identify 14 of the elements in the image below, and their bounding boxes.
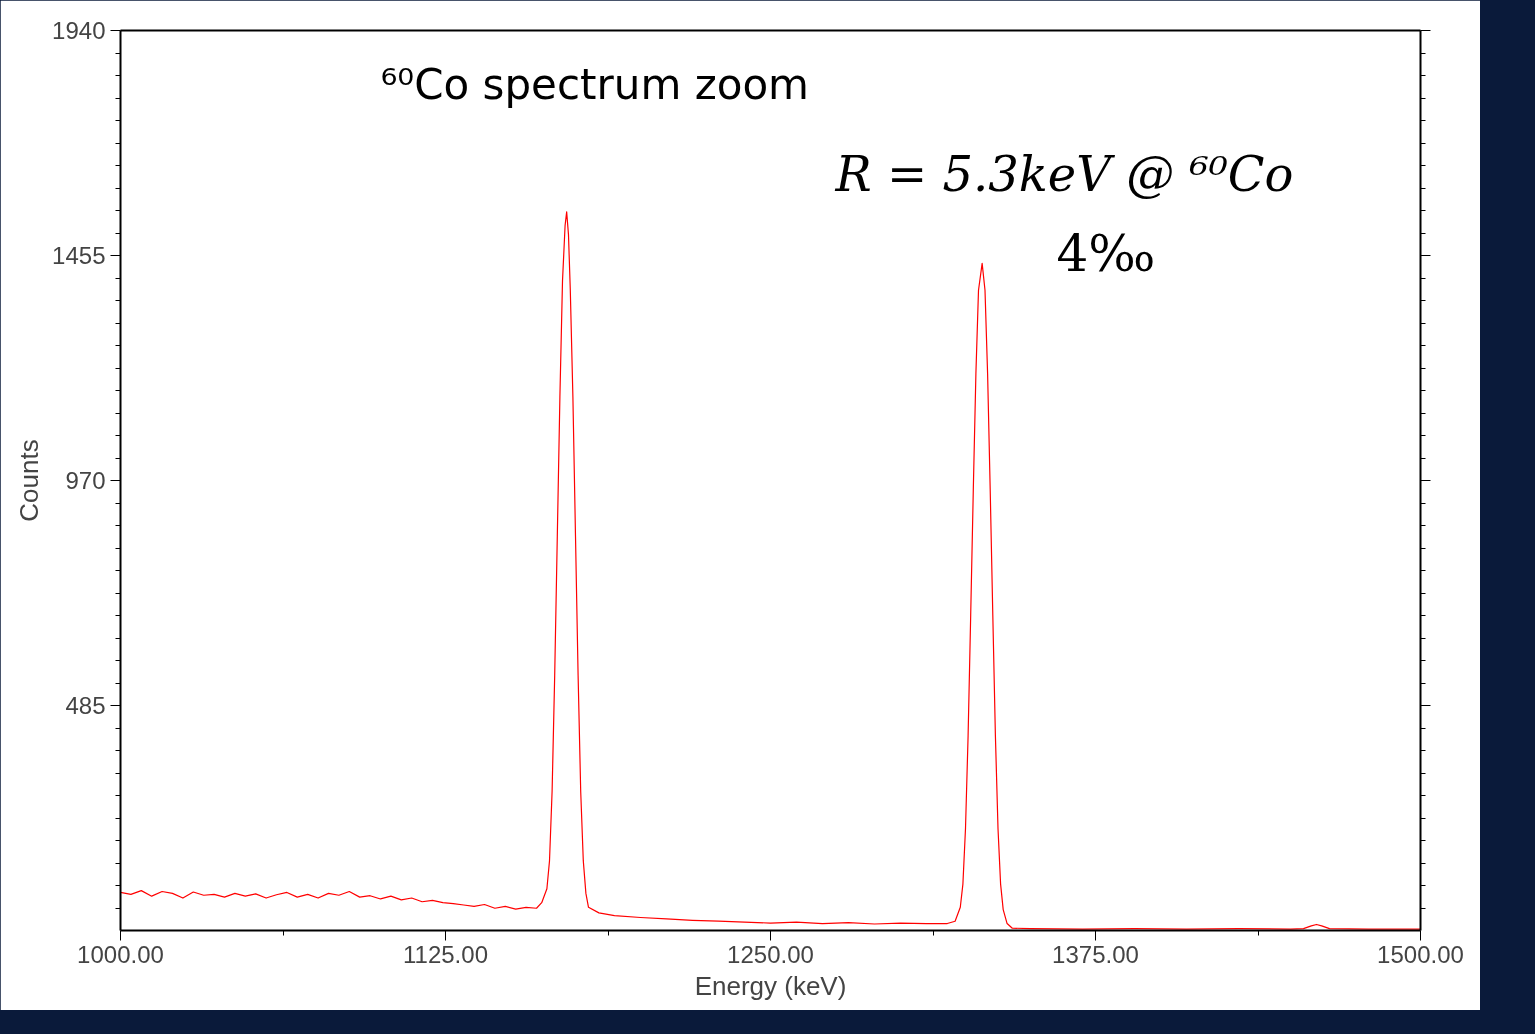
y-tick-label: 485	[65, 692, 106, 719]
x-tick-label: 1500.00	[1377, 940, 1464, 968]
annotation: R = 5.3keV @ ⁶⁰Co	[834, 146, 1294, 203]
y-tick-label: 970	[65, 467, 106, 494]
y-tick-label: 1940	[52, 17, 106, 44]
y-tick-label: 1455	[52, 242, 106, 269]
y-axis-title: Counts	[14, 439, 45, 522]
x-tick-label: 1250.00	[727, 940, 814, 968]
x-axis-title: Energy (keV)	[694, 970, 847, 1001]
annotation: ⁶⁰Co spectrum zoom	[380, 60, 809, 110]
x-tick-label: 1375.00	[1052, 940, 1139, 968]
annotation: 4‰	[1056, 225, 1156, 284]
x-tick-label: 1000.00	[77, 940, 164, 968]
x-tick-label: 1125.00	[403, 940, 488, 968]
